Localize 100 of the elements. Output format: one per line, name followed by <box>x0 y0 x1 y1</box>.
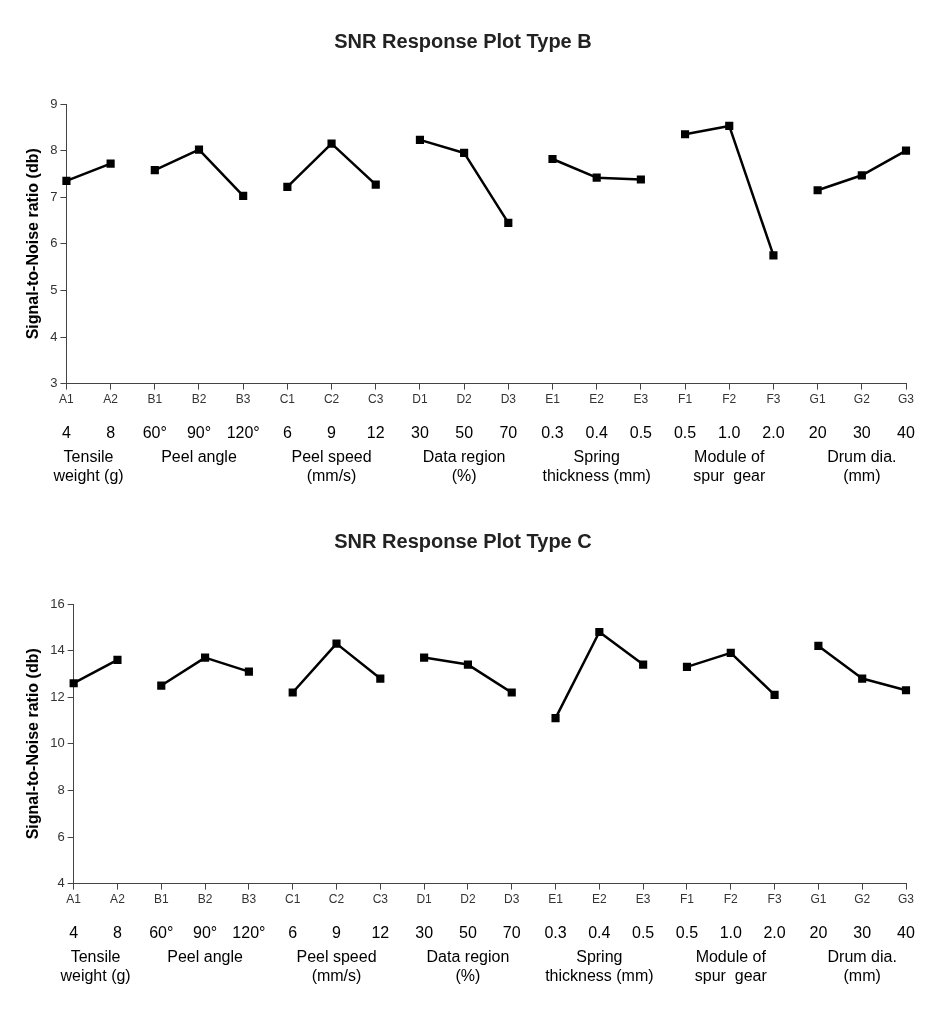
x-tick-label: G3 <box>897 892 915 907</box>
x-tick-label: C1 <box>279 392 296 407</box>
point <box>551 714 560 723</box>
y-tick-label: 7 <box>50 188 58 204</box>
point <box>639 660 648 669</box>
point <box>376 674 385 683</box>
point <box>327 139 336 148</box>
x-tick-label: G1 <box>810 892 827 907</box>
text: 9 <box>332 924 342 942</box>
x-tick-label: F2 <box>723 892 739 907</box>
text: 6 <box>282 424 292 442</box>
text: 0.4 <box>585 424 608 442</box>
text: Spring thickness (mm) <box>545 948 654 985</box>
chart-title: SNR Response Plot Type C <box>334 529 592 552</box>
point <box>157 681 166 690</box>
x-tick-label: C1 <box>285 892 301 907</box>
text: 70 <box>502 924 521 942</box>
point <box>332 639 341 648</box>
text: 8 <box>113 924 123 942</box>
point <box>194 145 204 154</box>
x-tick-label: B3 <box>241 892 257 907</box>
text: 60° <box>142 424 167 442</box>
x-tick-label: B2 <box>197 892 213 907</box>
point <box>460 148 469 158</box>
point <box>770 690 779 699</box>
point <box>113 655 122 664</box>
x-tick-label: B2 <box>191 392 207 407</box>
point <box>420 653 429 662</box>
point <box>62 176 71 185</box>
text: 90° <box>186 424 212 442</box>
point <box>548 154 557 164</box>
point <box>592 173 601 182</box>
point <box>726 648 735 658</box>
point <box>769 251 778 260</box>
x-tick-label: G3 <box>897 392 915 407</box>
point <box>201 653 210 662</box>
text: Module of spur gear <box>694 948 768 985</box>
x-tick-label: G1 <box>809 392 826 407</box>
text: 1.0 <box>718 424 741 442</box>
x-tick-label: F3 <box>767 892 782 907</box>
text: 70 <box>499 424 518 442</box>
y-tick-label: 4 <box>50 328 58 344</box>
y-tick-label: 10 <box>50 735 65 751</box>
point <box>680 130 690 139</box>
x-tick-label: F1 <box>679 892 695 907</box>
x-tick-label: D2 <box>456 392 473 407</box>
chart-title: SNR Response Plot Type B <box>334 29 592 52</box>
x-tick-label: B1 <box>147 392 163 407</box>
point <box>239 191 248 200</box>
x-tick-label: A2 <box>103 392 119 407</box>
point <box>857 171 866 180</box>
x-tick-label: D1 <box>412 392 428 407</box>
y-tick-label: 9 <box>50 95 58 111</box>
text: 40 <box>897 924 915 942</box>
text: Peel angle <box>161 448 237 466</box>
text: 0.5 <box>632 924 655 942</box>
y-tick-label: 4 <box>57 875 65 891</box>
x-tick-label: F1 <box>678 392 693 407</box>
y-tick-label: 12 <box>50 688 65 704</box>
x-tick-label: F3 <box>766 392 781 407</box>
point <box>858 674 867 683</box>
point <box>415 135 425 144</box>
point <box>814 641 823 651</box>
x-tick-label: E3 <box>633 392 649 407</box>
point <box>504 218 513 227</box>
text: Drum dia. (mm) <box>827 948 897 985</box>
point <box>244 667 253 676</box>
text: Drum dia. (mm) <box>827 448 897 485</box>
text: Data region (%) <box>426 948 510 985</box>
text: 60° <box>149 924 174 942</box>
x-tick-label: G2 <box>854 892 871 907</box>
point <box>636 175 645 184</box>
text: 0.4 <box>588 924 611 942</box>
point <box>901 686 911 695</box>
point <box>595 627 604 637</box>
x-tick-label: E3 <box>635 892 651 907</box>
text: Peel speed (mm/s) <box>291 448 372 485</box>
point <box>813 186 822 195</box>
text: Tensile weight (g) <box>52 448 124 485</box>
text: 0.3 <box>544 924 567 942</box>
text: 0.5 <box>629 424 653 442</box>
y-tick-label: 5 <box>50 281 58 297</box>
point <box>283 182 292 192</box>
point <box>69 679 78 688</box>
text: 1.0 <box>719 924 742 942</box>
text: Module of spur gear <box>693 448 766 485</box>
x-tick-label: E2 <box>592 892 608 907</box>
y-tick-label: 8 <box>50 142 58 158</box>
y-tick-label: 16 <box>50 595 65 611</box>
text: Spring thickness (mm) <box>542 448 651 485</box>
x-tick-label: D1 <box>416 892 433 907</box>
text: 120° <box>232 924 266 942</box>
text: 2.0 <box>762 424 785 442</box>
y-tick-label: 3 <box>50 375 58 391</box>
point <box>682 662 692 671</box>
x-tick-label: C3 <box>368 392 384 407</box>
point <box>507 688 516 697</box>
text: 2.0 <box>763 924 786 942</box>
text: 20 <box>809 924 828 942</box>
text: 40 <box>897 424 915 442</box>
